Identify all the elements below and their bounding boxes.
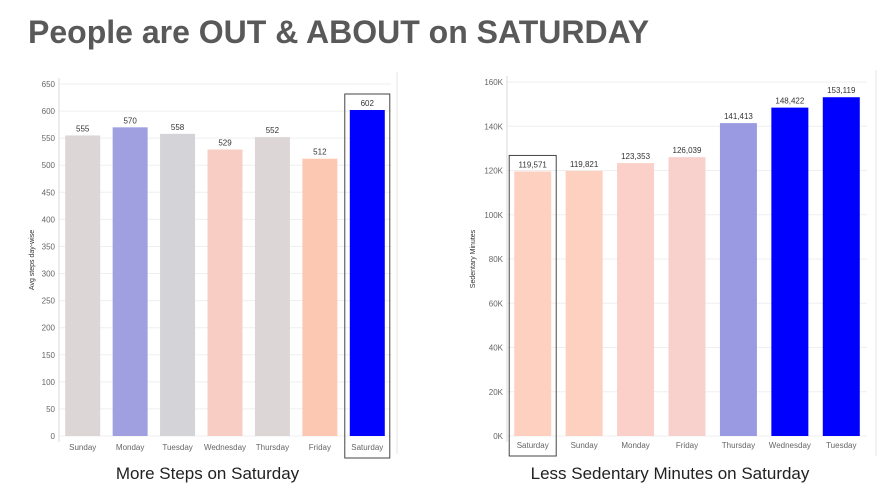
sedentary-data-label: 141,413 xyxy=(724,112,753,121)
sedentary-data-label: 153,119 xyxy=(827,86,856,95)
steps-y-tick-label: 0 xyxy=(51,432,56,441)
sedentary-category-label: Sunday xyxy=(571,441,598,450)
sedentary-data-label: 123,353 xyxy=(621,152,650,161)
sedentary-category-label: Thursday xyxy=(722,441,755,450)
steps-bar-tuesday xyxy=(160,133,196,436)
sedentary-y-tick-label: 40K xyxy=(489,344,504,353)
right-chart-caption: Less Sedentary Minutes on Saturday xyxy=(530,464,810,483)
steps-data-label: 570 xyxy=(123,116,137,125)
steps-y-tick-label: 600 xyxy=(42,107,56,116)
steps-y-tick-label: 250 xyxy=(42,297,56,306)
sedentary-data-label: 148,422 xyxy=(775,97,804,106)
steps-y-axis-label: Avg steps day-wise xyxy=(29,230,36,290)
steps-category-label: Sunday xyxy=(69,443,96,452)
steps-data-label: 602 xyxy=(361,99,375,108)
steps-y-tick-label: 150 xyxy=(42,351,56,360)
sedentary-bar-monday xyxy=(617,163,655,436)
sedentary-bar-chart: 0K 20K 40K 60K 80K 100K 120K 140K 160K Sedentary … xyxy=(470,70,877,457)
steps-category-label: Thursday xyxy=(256,443,289,452)
sedentary-data-label: 119,821 xyxy=(570,160,599,169)
sedentary-highlight-box xyxy=(508,154,557,457)
sedentary-y-tick-label: 0K xyxy=(493,432,503,441)
sedentary-y-tick-label: 80K xyxy=(489,255,504,264)
sedentary-category-label: Friday xyxy=(676,441,698,450)
steps-highlight-box xyxy=(344,93,391,459)
sedentary-bar-friday xyxy=(668,157,706,436)
steps-bar-chart: 0 50 100 150 200 250 300 350 400 450 500 550 600 650 A… xyxy=(29,72,398,459)
steps-category-label: Monday xyxy=(116,443,144,452)
steps-data-label: 512 xyxy=(313,148,327,157)
steps-y-tick-label: 350 xyxy=(42,242,56,251)
sedentary-data-label: 126,039 xyxy=(673,146,702,155)
sedentary-data-label: 119,571 xyxy=(519,160,548,169)
steps-data-label: 552 xyxy=(266,126,280,135)
steps-category-label: Friday xyxy=(309,443,331,452)
steps-y-tick-label: 300 xyxy=(42,270,56,279)
sedentary-y-tick-label: 120K xyxy=(484,167,503,176)
steps-y-tick-label: 500 xyxy=(42,161,56,170)
steps-bar-wednesday xyxy=(207,149,243,436)
steps-data-label: 555 xyxy=(76,124,90,133)
sedentary-y-tick-label: 160K xyxy=(484,78,503,87)
sedentary-y-tick-label: 140K xyxy=(484,122,503,131)
steps-y-tick-label: 650 xyxy=(42,80,56,89)
sedentary-y-tick-label: 20K xyxy=(489,388,504,397)
sedentary-y-tick-label: 100K xyxy=(484,211,503,220)
steps-y-tick-label: 550 xyxy=(42,134,56,143)
steps-category-label: Wednesday xyxy=(204,443,246,452)
steps-y-tick-label: 400 xyxy=(42,215,56,224)
steps-y-tick-label: 50 xyxy=(46,405,55,414)
steps-bar-sunday xyxy=(65,135,101,436)
sedentary-category-label: Tuesday xyxy=(826,441,856,450)
sedentary-bar-thursday xyxy=(719,123,757,437)
sedentary-y-tick-label: 60K xyxy=(489,299,504,308)
sedentary-bar-saturday xyxy=(514,171,552,436)
sedentary-bar-sunday xyxy=(565,170,603,436)
sedentary-category-label: Saturday xyxy=(517,441,549,450)
sedentary-bar-wednesday xyxy=(771,107,809,436)
sedentary-category-label: Wednesday xyxy=(769,441,811,450)
slide-title: People are OUT & ABOUT on SATURDAY xyxy=(28,14,650,50)
steps-category-label: Tuesday xyxy=(162,443,192,452)
sedentary-y-axis-label: Sedentary Minutes xyxy=(470,229,477,288)
sedentary-category-label: Monday xyxy=(621,441,649,450)
steps-y-tick-label: 450 xyxy=(42,188,56,197)
steps-data-label: 529 xyxy=(218,139,232,148)
steps-bar-friday xyxy=(302,158,338,436)
steps-y-tick-label: 100 xyxy=(42,378,56,387)
steps-data-label: 558 xyxy=(171,123,185,132)
steps-bar-thursday xyxy=(254,137,290,436)
steps-category-label: Saturday xyxy=(351,443,383,452)
steps-y-tick-label: 200 xyxy=(42,324,56,333)
steps-bar-monday xyxy=(112,127,148,437)
steps-bar-saturday xyxy=(349,109,385,437)
sedentary-bar-tuesday xyxy=(822,97,860,436)
left-chart-caption: More Steps on Saturday xyxy=(115,464,300,483)
